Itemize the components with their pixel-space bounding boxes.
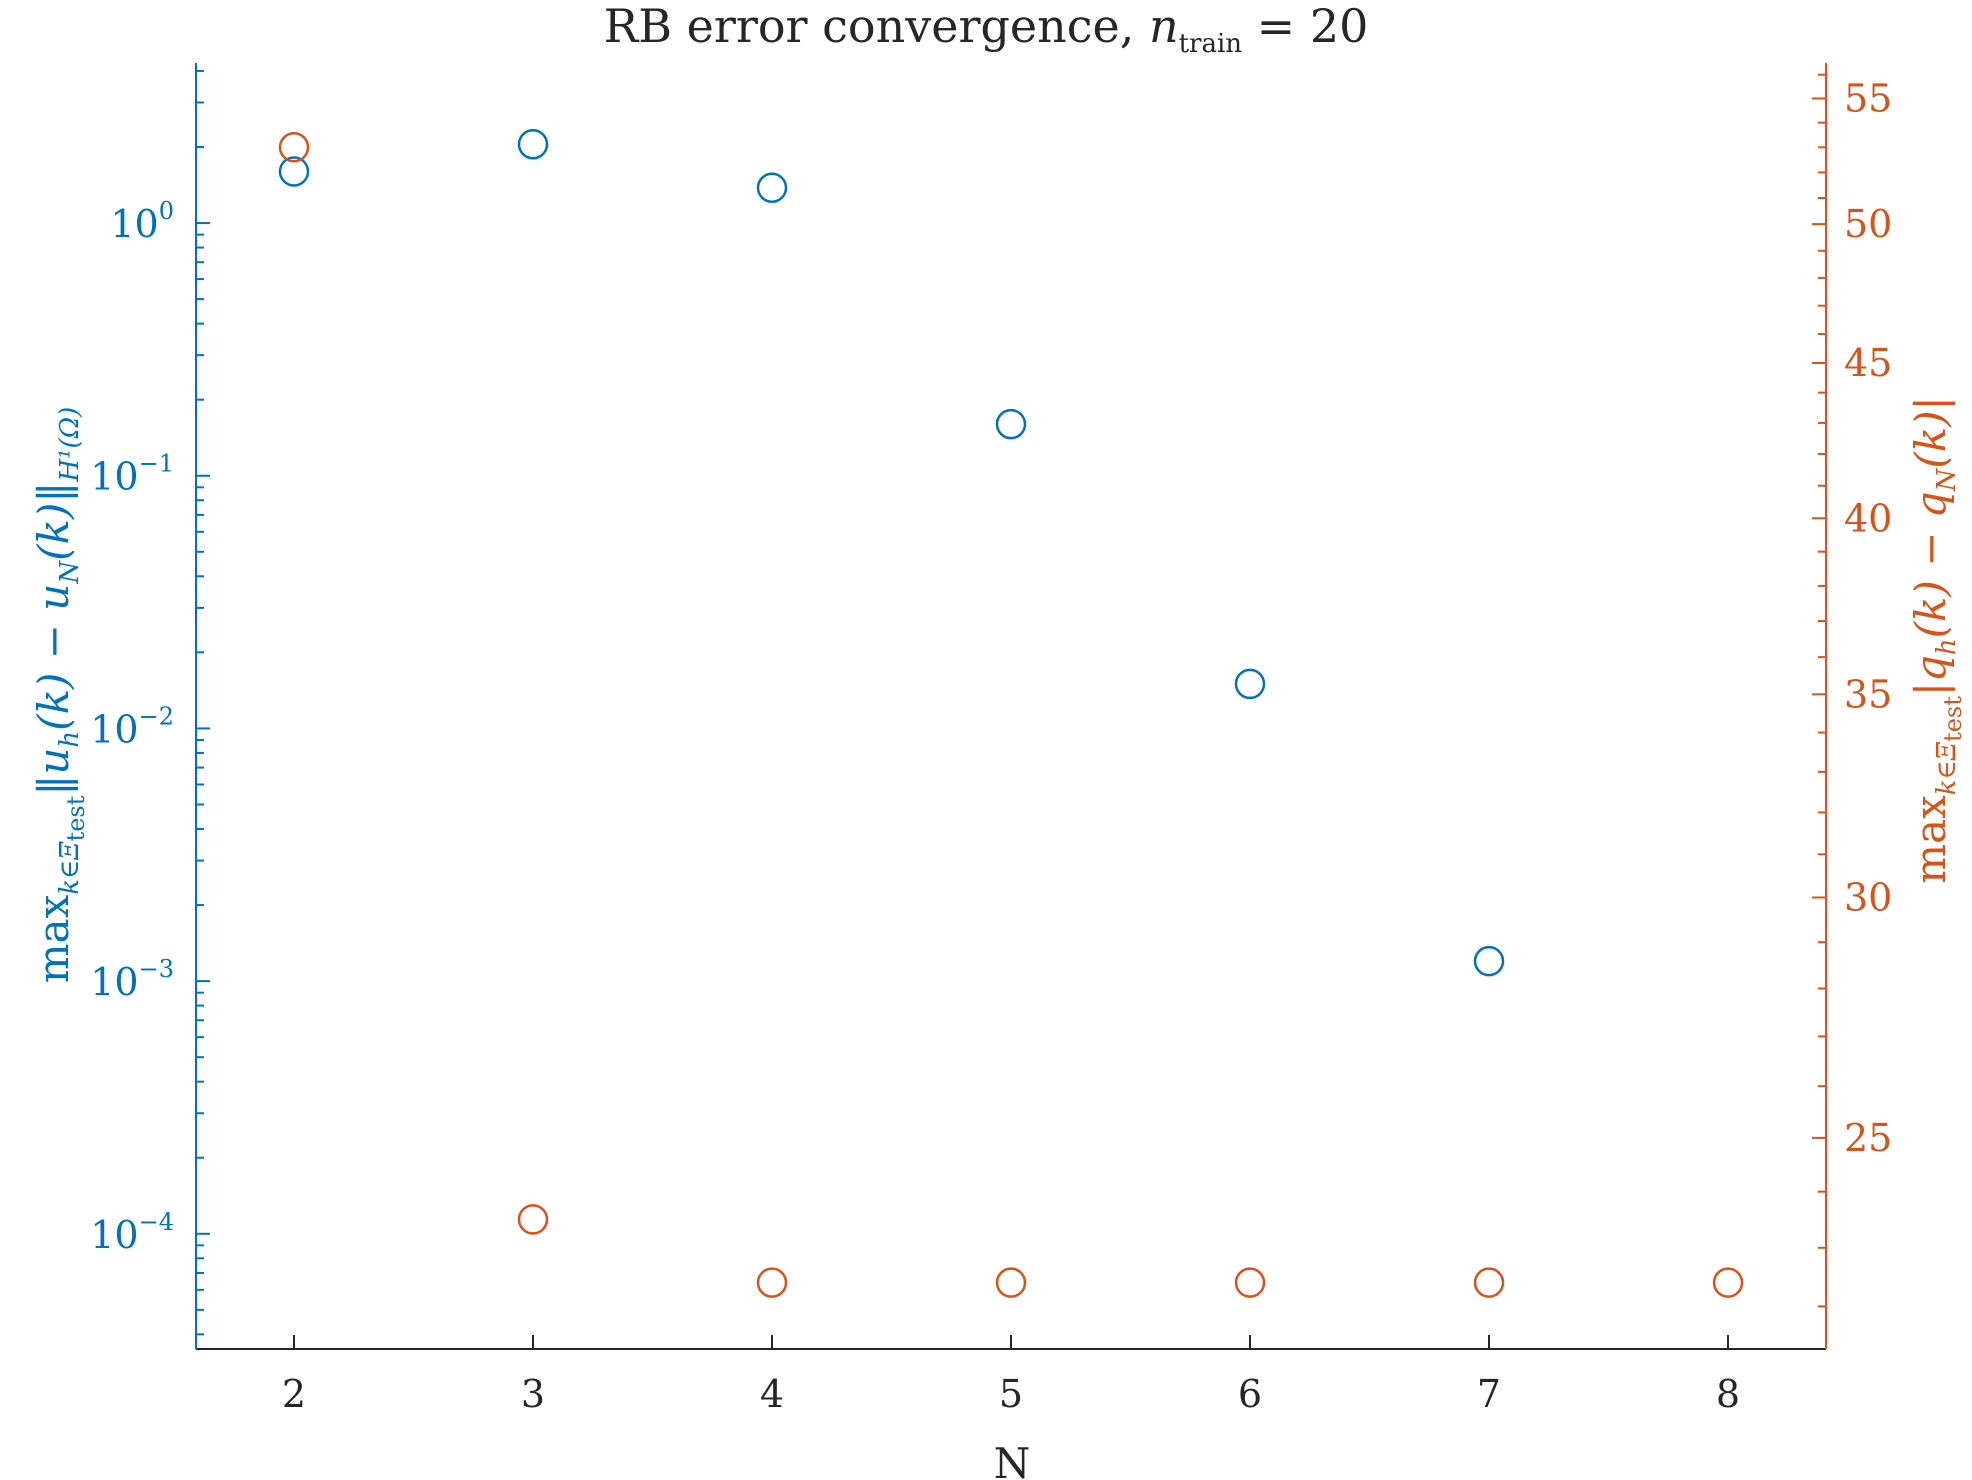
left-y-axis: 100 10−1 10−2 10−3 10−4	[90, 69, 210, 1336]
right-tick-label: 35	[1844, 672, 1892, 716]
right-label-end: (k)|	[1906, 396, 1955, 468]
left-tick-label: 10−3	[90, 955, 174, 1004]
left-tick-label: 10−1	[90, 450, 174, 499]
left-label-sub: k∈Ξ	[55, 841, 85, 895]
left-label-body: ‖u	[29, 748, 78, 796]
left-series-point	[517, 129, 549, 160]
right-tick-label: 50	[1844, 202, 1892, 246]
left-tick-label: 10−2	[90, 702, 174, 751]
right-tick-label: 25	[1844, 1116, 1892, 1160]
right-label-max: max	[1906, 795, 1955, 884]
left-label-h: h	[55, 731, 85, 748]
right-tick-label: 40	[1844, 496, 1892, 540]
left-series-point	[1234, 668, 1266, 700]
chart-title: RB error convergence, ntrain = 20	[604, 0, 1369, 59]
chart-title-math-sub: train	[1179, 29, 1243, 59]
left-axis-label: maxk∈Ξtest‖uh(k) − uN(k)‖H¹(Ω)	[29, 407, 90, 984]
left-series-point	[995, 408, 1027, 440]
svg-text:maxk∈Ξtest‖uh(k) − uN(k)‖H¹(Ω): maxk∈Ξtest‖uh(k) − uN(k)‖H¹(Ω)	[29, 407, 90, 984]
right-series-point	[1712, 1267, 1744, 1298]
right-series-point	[278, 132, 310, 163]
x-tick-label: 8	[1716, 1372, 1740, 1416]
x-tick-label: 6	[1238, 1372, 1262, 1416]
right-series-point	[517, 1204, 549, 1235]
right-series-point	[1234, 1267, 1266, 1298]
right-label-mid: (k) − q	[1906, 491, 1955, 638]
x-tick-label: 2	[282, 1372, 306, 1416]
x-tick-label: 7	[1477, 1372, 1501, 1416]
right-label-h: h	[1932, 638, 1962, 655]
left-series-point	[278, 156, 310, 187]
chart-title-main: RB error convergence,	[604, 0, 1149, 53]
svg-text:RB error convergence, ntrain =: RB error convergence, ntrain = 20	[604, 0, 1369, 59]
right-label-subsub: test	[1939, 696, 1967, 742]
right-series-point	[1473, 1267, 1505, 1298]
left-tick-label: 100	[110, 197, 174, 246]
right-y-axis: 25 30 35 40 45 50 55	[1812, 73, 1892, 1308]
chart-title-math-n: n	[1149, 0, 1179, 53]
x-axis-label: N	[994, 1439, 1031, 1480]
x-tick-label: 3	[521, 1372, 545, 1416]
left-label-end: (k)‖	[29, 482, 78, 561]
chart-title-math-rest: = 20	[1242, 0, 1368, 53]
plot-area	[195, 63, 1827, 1350]
right-tick-label: 30	[1844, 876, 1892, 920]
x-axis: 2 3 4 5 6 7 8	[282, 1335, 1740, 1416]
right-series-point	[756, 1267, 788, 1298]
left-label-norm: H¹(Ω)	[55, 407, 85, 483]
left-label-max: max	[29, 894, 78, 983]
right-label-N: N	[1932, 467, 1962, 492]
svg-text:maxk∈Ξtest|qh(k) − qN(k)|: maxk∈Ξtest|qh(k) − qN(k)|	[1906, 396, 1967, 884]
right-axis-label: maxk∈Ξtest|qh(k) − qN(k)|	[1906, 396, 1967, 884]
right-tick-label: 55	[1844, 76, 1892, 120]
data-points	[278, 129, 1744, 1298]
right-series-point	[995, 1267, 1027, 1298]
left-label-N: N	[55, 560, 85, 585]
left-series-point	[756, 172, 788, 203]
left-series-point	[1473, 945, 1505, 977]
x-tick-label: 4	[760, 1372, 784, 1416]
x-tick-label: 5	[999, 1372, 1023, 1416]
right-label-sub: k∈Ξ	[1932, 741, 1962, 795]
right-label-body: |q	[1906, 655, 1955, 696]
left-label-subsub: test	[62, 795, 90, 841]
right-tick-label: 45	[1844, 341, 1892, 385]
left-label-mid: (k) − u	[29, 584, 78, 731]
left-tick-label: 10−4	[90, 1208, 174, 1257]
